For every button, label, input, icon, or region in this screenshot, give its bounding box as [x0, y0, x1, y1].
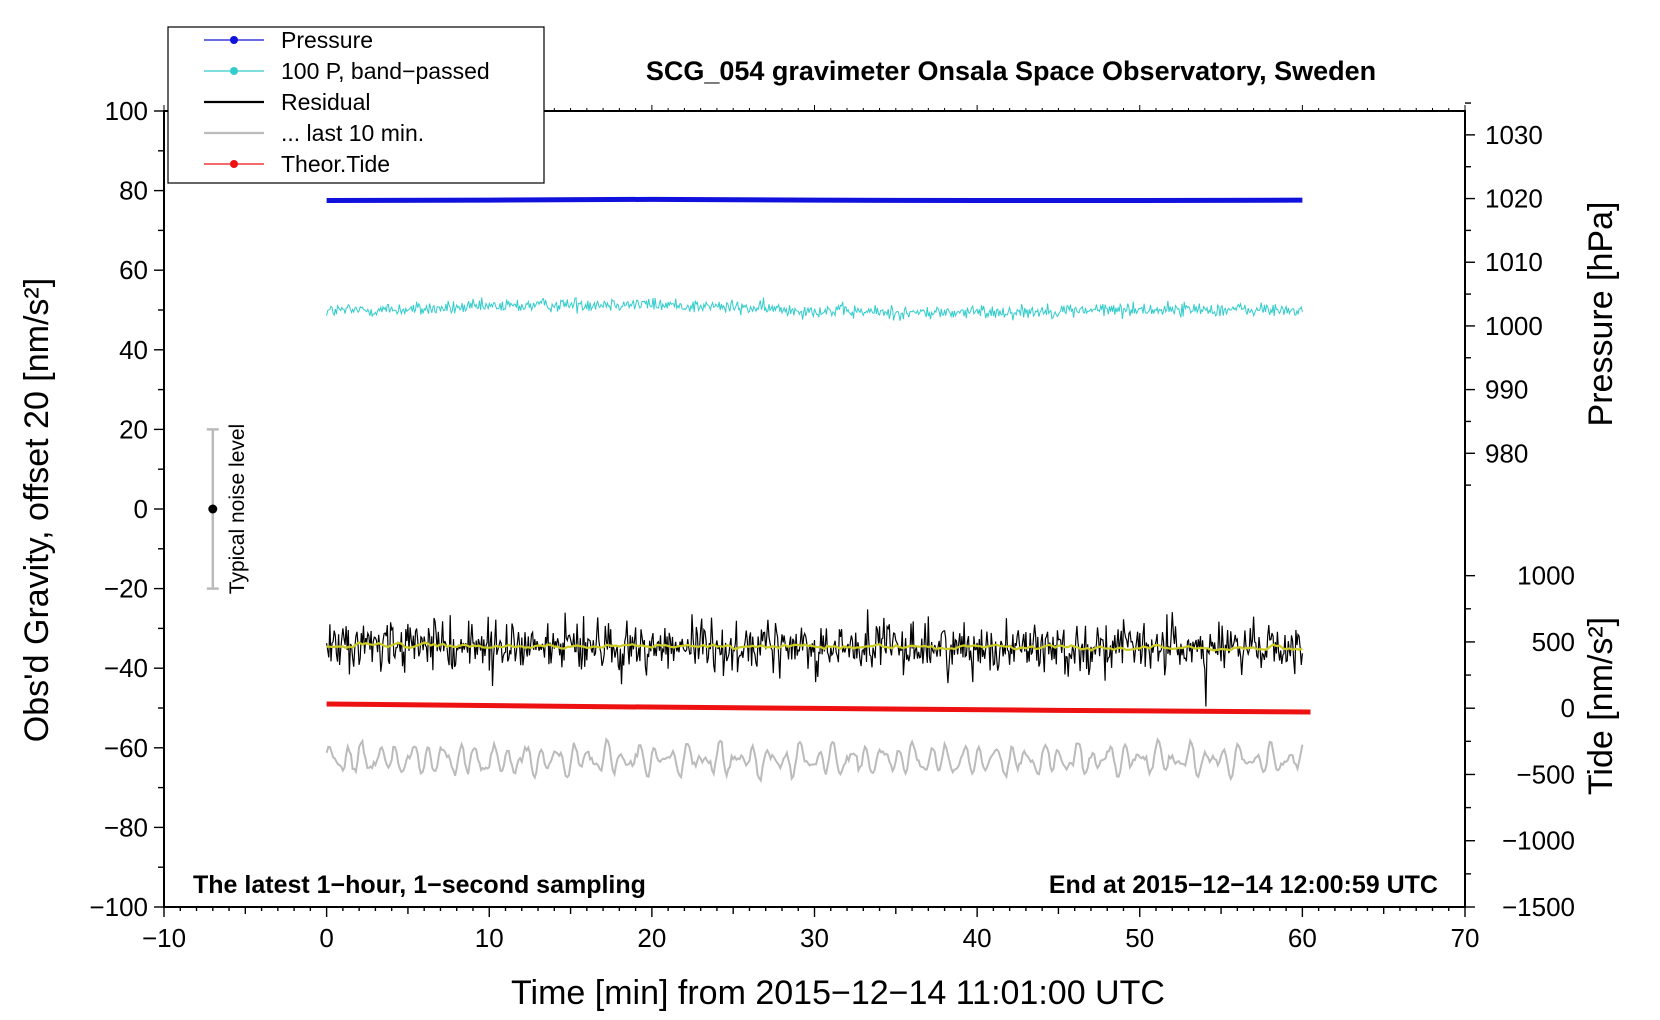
- noise-bar-center-dot: [208, 504, 218, 514]
- y-tick-label: 20: [119, 414, 148, 444]
- x-tick-label: 20: [637, 923, 666, 953]
- x-tick-label: 40: [963, 923, 992, 953]
- tide-tick-label: 500: [1532, 627, 1575, 657]
- x-tick-label: 30: [800, 923, 829, 953]
- pressure-tick-label: 990: [1485, 375, 1528, 405]
- x-tick-label: 10: [475, 923, 504, 953]
- y-tick-label: 40: [119, 335, 148, 365]
- y-tick-label: 0: [134, 494, 148, 524]
- tide-tick-label: −500: [1516, 759, 1575, 789]
- legend-marker-1: [230, 67, 238, 75]
- legend-label: Theor.Tide: [281, 151, 390, 177]
- plot-area: Typical noise level: [206, 196, 1311, 784]
- pressure-tick-label: 1000: [1485, 311, 1543, 341]
- pressure-tick-label: 1030: [1485, 120, 1543, 150]
- series-last10: [325, 737, 1304, 784]
- y-tick-label: 100: [105, 96, 148, 126]
- y-tick-label: −100: [89, 892, 148, 922]
- tide-tick-label: −1500: [1502, 892, 1575, 922]
- x-tick-label: −10: [142, 923, 186, 953]
- y-axis-label-tide: Tide [nm/s²]: [1582, 617, 1620, 795]
- pressure-tick-label: 980: [1485, 438, 1528, 468]
- legend: Pressure 100 P, band−passed Residual ... la…: [167, 26, 545, 184]
- y-tick-label: 60: [119, 255, 148, 285]
- y-axis-label-pressure: Pressure [hPa]: [1582, 202, 1620, 427]
- y-tick-label: −60: [104, 733, 148, 763]
- y-tick-label: 80: [119, 176, 148, 206]
- axes: −10 0 10 20 30 40 50 60 70−100−80−60−40−20020406…: [89, 96, 1575, 953]
- tide-tick-label: 0: [1561, 693, 1575, 723]
- annotation-sampling: The latest 1−hour, 1−second sampling: [193, 871, 646, 899]
- y-tick-label: −20: [104, 574, 148, 604]
- x-tick-label: 0: [319, 923, 333, 953]
- series-bandpassed: [326, 296, 1303, 321]
- tide-tick-label: 1000: [1517, 561, 1575, 591]
- x-tick-label: 70: [1451, 923, 1480, 953]
- chart-title: SCG_054 gravimeter Onsala Space Observat…: [646, 56, 1376, 86]
- legend-label: Residual: [281, 89, 371, 115]
- noise-bar-label: Typical noise level: [226, 424, 249, 594]
- legend-label: 100 P, band−passed: [281, 58, 490, 84]
- tide-tick-label: −1000: [1502, 826, 1575, 856]
- pressure-tick-label: 1010: [1485, 247, 1543, 277]
- legend-box: [167, 26, 545, 184]
- series-tide: [326, 701, 1311, 715]
- y-tick-label: −80: [104, 812, 148, 842]
- legend-marker-0: [230, 36, 238, 44]
- series-pressure: [326, 196, 1303, 204]
- plot-frame: [163, 110, 1466, 908]
- y-axis-label-left: Obs'd Gravity, offset 20 [nm/s²]: [18, 278, 56, 742]
- legend-label: ... last 10 min.: [281, 120, 424, 146]
- legend-label: Pressure: [281, 27, 373, 53]
- series-residual: [326, 609, 1303, 707]
- x-tick-label: 60: [1288, 923, 1317, 953]
- x-tick-label: 50: [1125, 923, 1154, 953]
- y-tick-label: −40: [104, 653, 148, 683]
- series-residual_smooth: [326, 641, 1303, 652]
- legend-marker-4: [230, 160, 238, 168]
- pressure-tick-label: 1020: [1485, 184, 1543, 214]
- x-axis-label: Time [min] from 2015−12−14 11:01:00 UTC: [511, 974, 1165, 1012]
- annotation-end-time: End at 2015−12−14 12:00:59 UTC: [1049, 871, 1438, 899]
